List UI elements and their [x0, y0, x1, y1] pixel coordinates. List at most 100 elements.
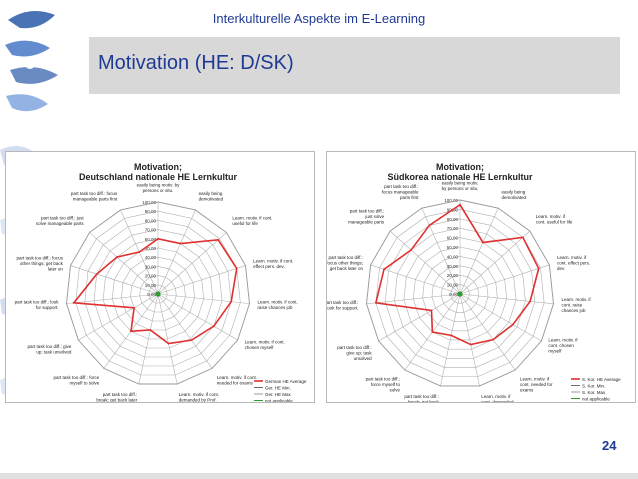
grid-spoke — [459, 293, 554, 305]
category-label-line: Learn. motiv. if — [520, 377, 550, 382]
legend-label: S. Kor. HE Average — [582, 377, 621, 382]
chart-title-line: Südkorea nationale HE Lernkultur — [387, 172, 533, 182]
grid-ring — [93, 229, 223, 358]
series-line-2 — [66, 201, 250, 385]
category-label: Learn. motiv. if cont. needed for exams — [217, 375, 257, 386]
data-point — [410, 249, 413, 251]
series-line-0 — [374, 203, 540, 346]
data-point — [149, 329, 152, 331]
page-number: 24 — [602, 438, 617, 453]
grid-spoke — [366, 293, 461, 305]
grid-spoke — [157, 293, 238, 341]
category-label-line: demotivated — [199, 197, 224, 202]
axis-tick-label: 20,00 — [145, 274, 157, 279]
category-label-line: raise chances job — [257, 305, 293, 310]
category-label-line: parts first — [400, 195, 419, 200]
grid-spoke — [157, 293, 213, 369]
grid-ring — [84, 220, 232, 367]
category-label: Learn. motiv. if cont. effect pers. dev. — [557, 255, 590, 271]
category-label-line: later on — [48, 267, 64, 272]
category-label-line: Learn. motiv. if cont. — [257, 300, 297, 305]
data-point — [512, 323, 514, 326]
grid-spoke — [157, 209, 196, 295]
grid-spoke — [459, 293, 516, 371]
category-label: Learn. motiv. if cont. effect pers. dev. — [253, 258, 293, 269]
grid-spoke — [459, 208, 499, 295]
data-point — [404, 369, 406, 371]
data-point — [469, 343, 472, 346]
category-label-line: cont. chosen — [548, 343, 574, 348]
grid-ring — [111, 247, 205, 340]
grid-ring — [440, 274, 480, 313]
data-point — [248, 303, 250, 305]
series-line-0 — [72, 237, 238, 345]
legend-label: not applicable — [582, 396, 610, 401]
category-label-line: solve manageable parts — [36, 221, 85, 226]
category-label: part task too diff.: force myself to solve — [366, 377, 401, 393]
data-point — [176, 383, 178, 385]
axis-tick-label: 10,00 — [447, 283, 459, 288]
data-point — [497, 207, 499, 209]
data-point — [211, 367, 213, 369]
category-label: part task too diff.: break; get back late… — [96, 392, 137, 402]
axis-tick-label: 90,00 — [145, 209, 157, 214]
axis-tick-label: 40,00 — [447, 254, 459, 259]
category-label-line: by persons or situ. — [442, 186, 479, 191]
grid-spoke — [89, 232, 159, 295]
data-point — [157, 201, 159, 203]
category-label-line: easily being — [199, 191, 223, 196]
axis-tick-label: 40,00 — [145, 255, 157, 260]
grid-spoke — [70, 265, 159, 295]
axis-tick-label: 30,00 — [145, 264, 157, 269]
grid-spoke — [440, 293, 461, 387]
data-point — [157, 237, 159, 240]
category-label-line: chosen myself — [245, 345, 275, 350]
axis-tick-label: 20,00 — [447, 273, 459, 278]
category-label: part task too diff.: focus manageable par… — [71, 191, 118, 202]
title-band — [89, 37, 620, 94]
grid-spoke — [459, 230, 531, 295]
data-point — [428, 224, 431, 227]
category-label-line: chances job — [561, 308, 586, 313]
grid-ring — [130, 266, 186, 322]
data-point — [374, 301, 377, 304]
grid-ring — [75, 210, 241, 376]
data-point — [479, 385, 481, 387]
legend-label: Ger. HE Min. — [265, 385, 291, 390]
legend-label: Ger. HE Max — [265, 392, 292, 397]
category-label: part task too diff.: focus other things; … — [16, 256, 63, 272]
axis-tick-label: 70,00 — [447, 226, 459, 231]
axis-tick-label: 100,00 — [444, 198, 458, 203]
legend-label: German HE Average — [265, 379, 307, 384]
grid-spoke — [66, 293, 159, 304]
category-label: Learn. motiv. if cont. useful for life — [536, 214, 573, 225]
category-label-line: Learn. motiv. if — [561, 297, 591, 302]
category-label-line: effect pers. dev. — [253, 264, 285, 269]
bottom-rule — [0, 473, 638, 479]
grid-spoke — [157, 293, 178, 385]
category-label-line: Learn. motiv. if cont. — [217, 375, 257, 380]
category-label-line: myself — [548, 349, 562, 354]
chart-title-line: Deutschland nationale HE Lernkultur — [79, 172, 238, 182]
legend-label: not applicable — [265, 398, 293, 402]
data-point — [431, 331, 434, 333]
grid-spoke — [157, 293, 250, 304]
category-label-line: Learn. motiv. if — [557, 255, 587, 260]
category-label-line: part task too diff.: — [366, 377, 400, 382]
category-label: Learn. motiv. if cont. raise chances job — [257, 300, 297, 311]
category-label-line: cont. effect pers. — [557, 260, 590, 265]
category-label-line: part task too diff.: — [103, 392, 137, 397]
data-point — [95, 273, 98, 275]
category-label-line: demotivated — [501, 195, 526, 200]
data-point — [89, 231, 91, 233]
category-label: Learn. motiv. if cont. raise chances job — [561, 297, 591, 313]
axis-tick-label: 80,00 — [145, 218, 157, 223]
radar-chart-germany: Motivation; Deutschland nationale HE Lern… — [15, 162, 307, 403]
data-point — [529, 300, 532, 303]
category-label: part task too diff.: force myself to solv… — [54, 375, 100, 386]
category-label-line: break; get back — [408, 399, 440, 402]
category-label-line: for support. — [36, 305, 59, 310]
data-point — [179, 242, 182, 245]
data-point — [529, 230, 531, 232]
